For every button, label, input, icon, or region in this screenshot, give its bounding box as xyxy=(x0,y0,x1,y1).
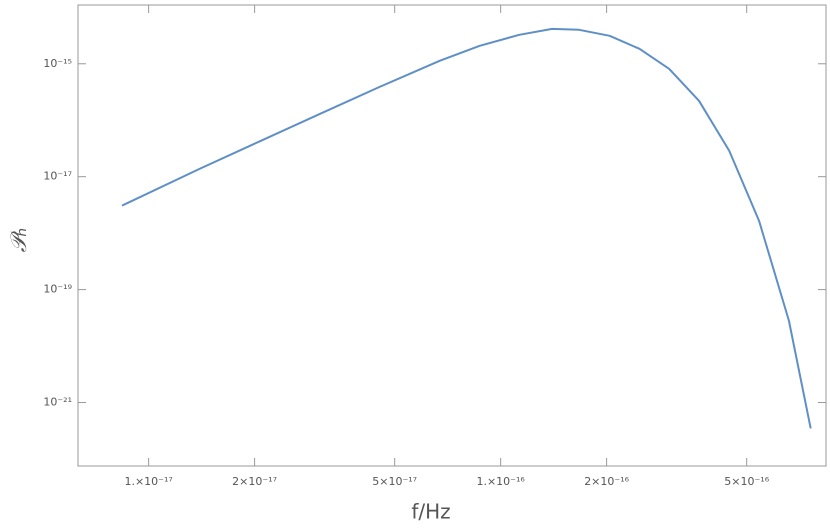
x-tick-label: 1.×10⁻¹⁶ xyxy=(476,475,525,488)
x-tick-label: 2×10⁻¹⁶ xyxy=(584,475,629,488)
y-tick-label: 10⁻¹⁵ xyxy=(43,57,72,70)
curve xyxy=(121,27,812,429)
x-tick-label: 2×10⁻¹⁷ xyxy=(232,475,277,488)
y-tick-label: 10⁻¹⁹ xyxy=(43,283,72,296)
frame xyxy=(77,4,827,467)
y-axis-label: 𝒫ₕ xyxy=(7,228,32,253)
y-tick-label: 10⁻¹⁷ xyxy=(43,170,72,183)
x-axis-label: f/Hz xyxy=(411,500,450,524)
x-tick-label: 1.×10⁻¹⁷ xyxy=(124,475,172,488)
y-tick-label: 10⁻²¹ xyxy=(43,395,72,408)
x-tick-label: 5×10⁻¹⁶ xyxy=(724,475,769,488)
x-tick-label: 5×10⁻¹⁷ xyxy=(372,475,417,488)
